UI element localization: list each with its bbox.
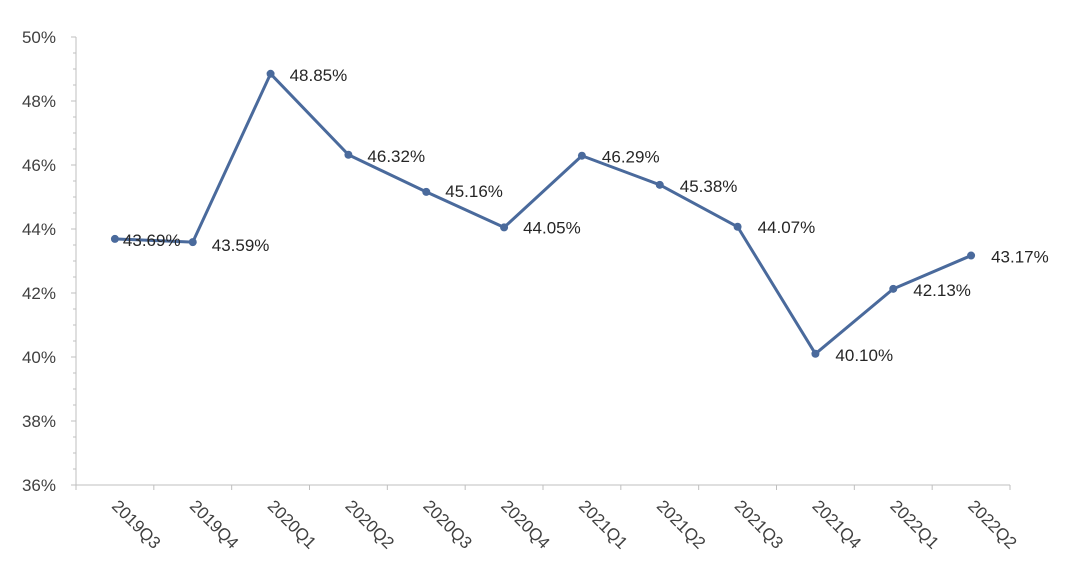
data-label: 44.07% <box>758 218 816 237</box>
data-label: 48.85% <box>290 66 348 85</box>
data-point <box>577 151 586 160</box>
y-tick-label: 36% <box>22 476 56 495</box>
data-point <box>733 222 742 231</box>
x-tick-label: 2021Q1 <box>575 496 631 552</box>
y-tick-label: 38% <box>22 412 56 431</box>
series-layer <box>110 69 976 358</box>
data-label: 45.16% <box>445 182 503 201</box>
data-point <box>266 69 275 78</box>
data-label: 42.13% <box>913 281 971 300</box>
y-tick-label: 44% <box>22 220 56 239</box>
x-tick-label: 2019Q4 <box>186 496 242 552</box>
y-axis: 36% 38% 40% 42% 44% 46% 48% 50% <box>22 28 77 495</box>
data-label: 46.32% <box>367 147 425 166</box>
y-tick-label: 46% <box>22 156 56 175</box>
series-line <box>114 72 972 356</box>
x-tick-label: 2020Q3 <box>419 496 475 552</box>
data-label: 43.59% <box>212 236 270 255</box>
data-label: 43.17% <box>991 248 1049 267</box>
x-tick-label: 2022Q1 <box>886 496 942 552</box>
x-tick-label: 2021Q4 <box>809 496 865 552</box>
data-point <box>188 238 197 247</box>
data-point <box>967 251 976 260</box>
data-label: 44.05% <box>523 218 581 237</box>
data-label: 40.10% <box>835 346 893 365</box>
data-point <box>500 223 509 232</box>
x-tick-label: 2022Q2 <box>964 496 1020 552</box>
data-point <box>655 180 664 189</box>
y-tick-label: 48% <box>22 92 56 111</box>
data-point <box>889 284 898 293</box>
data-labels: 43.69% 43.59% 48.85% 46.32% 45.16% 44.05% 46.2… <box>123 66 1049 365</box>
x-tick-label: 2020Q1 <box>264 496 320 552</box>
x-tick-label: 2021Q3 <box>731 496 787 552</box>
x-tick-label: 2020Q4 <box>497 496 553 552</box>
data-point <box>344 150 353 159</box>
x-tick-label: 2020Q2 <box>342 496 398 552</box>
data-point <box>110 234 119 243</box>
x-axis: 2019Q3 2019Q4 2020Q1 2020Q2 2020Q3 2020Q4 2021… <box>75 484 1020 553</box>
data-point <box>422 187 431 196</box>
data-point <box>811 349 820 358</box>
x-tick-label: 2019Q3 <box>108 496 164 552</box>
y-tick-label: 42% <box>22 284 56 303</box>
data-label: 43.69% <box>123 231 181 250</box>
x-tick-label: 2021Q2 <box>653 496 709 552</box>
y-tick-label: 50% <box>22 28 56 47</box>
data-label: 46.29% <box>602 148 660 167</box>
data-label: 45.38% <box>680 177 738 196</box>
y-tick-label: 40% <box>22 348 56 367</box>
